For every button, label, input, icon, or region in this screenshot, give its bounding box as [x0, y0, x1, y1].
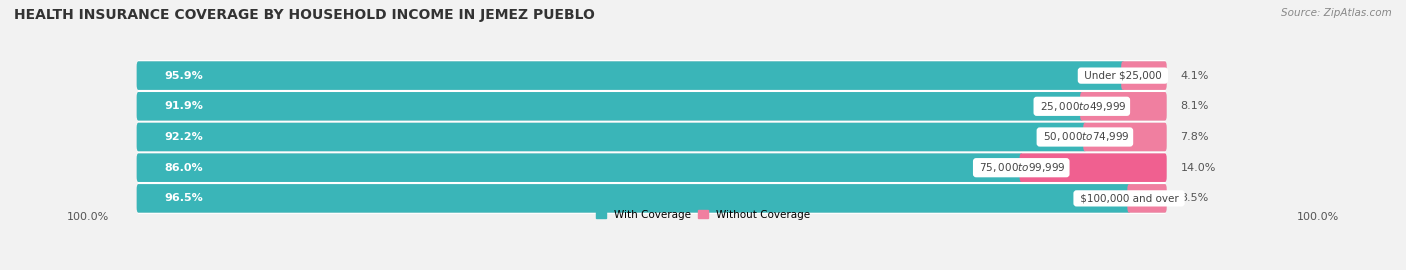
FancyBboxPatch shape — [138, 152, 1166, 183]
FancyBboxPatch shape — [136, 92, 1084, 121]
FancyBboxPatch shape — [138, 122, 1166, 153]
FancyBboxPatch shape — [136, 61, 1167, 90]
Text: $50,000 to $74,999: $50,000 to $74,999 — [1039, 130, 1130, 143]
Text: $75,000 to $99,999: $75,000 to $99,999 — [976, 161, 1066, 174]
FancyBboxPatch shape — [136, 123, 1087, 151]
FancyBboxPatch shape — [1080, 92, 1167, 121]
FancyBboxPatch shape — [138, 91, 1166, 122]
Text: $25,000 to $49,999: $25,000 to $49,999 — [1036, 100, 1128, 113]
FancyBboxPatch shape — [136, 123, 1167, 151]
Text: 14.0%: 14.0% — [1181, 163, 1216, 173]
Text: 8.1%: 8.1% — [1181, 101, 1209, 111]
Text: HEALTH INSURANCE COVERAGE BY HOUSEHOLD INCOME IN JEMEZ PUEBLO: HEALTH INSURANCE COVERAGE BY HOUSEHOLD I… — [14, 8, 595, 22]
Text: 4.1%: 4.1% — [1181, 71, 1209, 81]
Text: 91.9%: 91.9% — [165, 101, 202, 111]
FancyBboxPatch shape — [136, 184, 1167, 213]
Text: 92.2%: 92.2% — [165, 132, 202, 142]
Legend: With Coverage, Without Coverage: With Coverage, Without Coverage — [596, 210, 810, 220]
FancyBboxPatch shape — [136, 153, 1024, 182]
Text: 3.5%: 3.5% — [1181, 193, 1209, 203]
FancyBboxPatch shape — [136, 61, 1125, 90]
Text: 100.0%: 100.0% — [66, 212, 108, 222]
Text: Under $25,000: Under $25,000 — [1081, 71, 1166, 81]
Text: $100,000 and over: $100,000 and over — [1077, 193, 1181, 203]
Text: 100.0%: 100.0% — [1298, 212, 1340, 222]
Text: 86.0%: 86.0% — [165, 163, 202, 173]
FancyBboxPatch shape — [1019, 153, 1167, 182]
FancyBboxPatch shape — [136, 184, 1130, 213]
FancyBboxPatch shape — [138, 60, 1166, 91]
FancyBboxPatch shape — [1121, 61, 1167, 90]
FancyBboxPatch shape — [138, 183, 1166, 214]
FancyBboxPatch shape — [1083, 123, 1167, 151]
Text: 96.5%: 96.5% — [165, 193, 202, 203]
FancyBboxPatch shape — [136, 92, 1167, 121]
FancyBboxPatch shape — [1128, 184, 1167, 213]
FancyBboxPatch shape — [136, 153, 1167, 182]
Text: 95.9%: 95.9% — [165, 71, 202, 81]
Text: Source: ZipAtlas.com: Source: ZipAtlas.com — [1281, 8, 1392, 18]
Text: 7.8%: 7.8% — [1181, 132, 1209, 142]
